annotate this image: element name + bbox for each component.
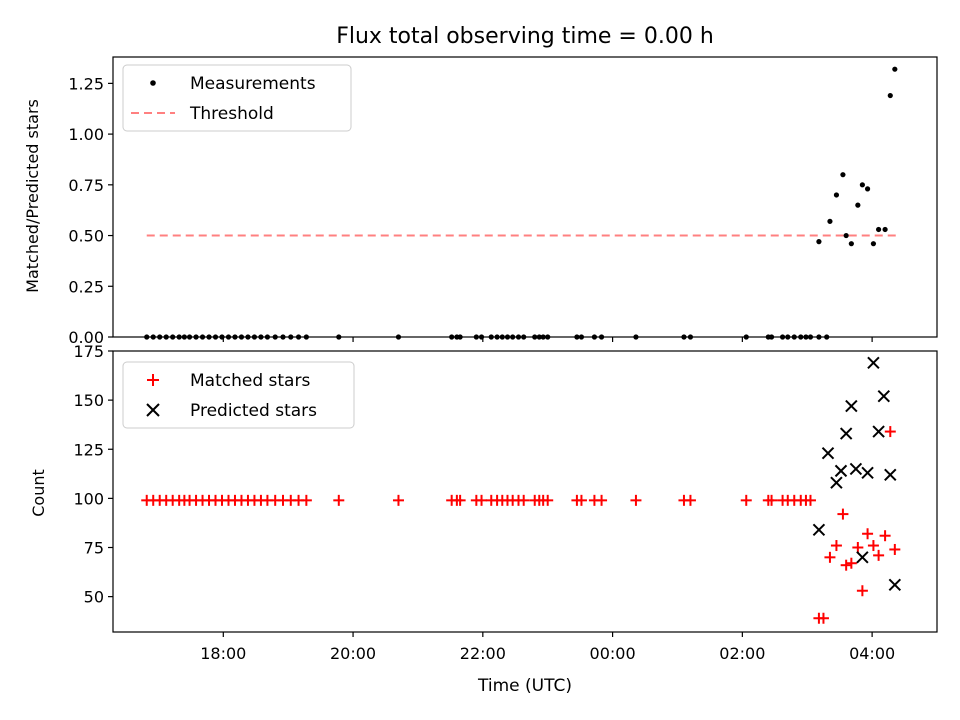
predicted-star-point: [834, 464, 848, 478]
predicted-legend-marker: [146, 403, 160, 417]
x-tick-label: 18:00: [200, 644, 246, 663]
bottom-y-tick-label: 75: [84, 539, 104, 558]
bottom-axes-ticks: 50 75 100 125 150 175 18:00 20:00 22:00 00:00 02:0…: [73, 342, 895, 663]
bottom-y-tick-label: 175: [73, 342, 104, 361]
legend-threshold-label: Threshold: [189, 104, 274, 124]
x-tick-label: 20:00: [330, 644, 376, 663]
x-axis-label: Time (UTC): [477, 676, 572, 696]
measurement-point: [882, 226, 888, 233]
predicted-star-point: [856, 551, 869, 564]
matched-star-point: [845, 557, 857, 569]
top-y-axis: 0.00 0.25 0.50 0.75 1.00 1.25: [68, 74, 873, 347]
matched-star-point: [804, 494, 816, 506]
matched-star-point: [476, 494, 488, 506]
matched-star-point: [542, 494, 554, 506]
matched-star-point: [830, 540, 842, 552]
matched-star-point: [740, 494, 752, 506]
predicted-star-point: [830, 476, 843, 489]
predicted-star-point: [839, 427, 853, 440]
matched-star-point: [862, 528, 874, 540]
measurement-point: [859, 182, 865, 188]
matched-star-point: [596, 494, 608, 506]
predicted-star-point: [867, 356, 880, 369]
top-y-tick-label: 1.00: [68, 125, 104, 144]
measurement-point: [887, 92, 893, 99]
chart-title: Flux total observing time = 0.00 h: [336, 24, 714, 49]
measurement-point: [870, 241, 877, 247]
matched-star-point: [333, 494, 345, 506]
predicted-star-point: [812, 523, 826, 537]
matched-star-point: [884, 426, 896, 438]
matched-star-point: [817, 612, 829, 624]
top-axes-frame: [112, 56, 938, 338]
predicted-star-point: [872, 425, 885, 438]
matched-star-point: [300, 494, 312, 506]
top-y-tick-label: 1.25: [68, 74, 104, 93]
measurement-point: [833, 192, 840, 198]
matched-star-point: [889, 543, 901, 555]
x-tick-label: 02:00: [719, 644, 765, 663]
measurements-legend-marker: [150, 80, 156, 86]
matched-star-point: [518, 494, 530, 506]
top-y-tick-label: 0.25: [68, 277, 104, 296]
bottom-y-tick-label: 150: [73, 391, 104, 410]
matched-star-point: [867, 540, 879, 552]
predicted-star-point: [849, 462, 863, 476]
matched-star-point: [392, 494, 404, 506]
matched-star-point: [454, 494, 466, 506]
x-tick-label: 00:00: [590, 644, 636, 663]
x-tick-label: 22:00: [460, 644, 506, 663]
measurement-point: [892, 66, 898, 72]
matched-star-point: [630, 494, 642, 506]
bottom-y-tick-label: 100: [73, 489, 104, 508]
top-legend-box: [122, 64, 352, 132]
matched-star-point: [852, 542, 864, 554]
measurement-point: [840, 172, 846, 178]
matched-star-point: [837, 508, 849, 520]
top-y-axis-label: Matched/Predicted stars: [23, 99, 42, 293]
matched-star-point: [824, 551, 836, 563]
predicted-star-point: [888, 578, 902, 592]
predicted-star-point: [821, 446, 835, 460]
bottom-y-tick-label: 50: [84, 588, 104, 607]
predicted-star-point: [845, 399, 858, 413]
measurement-point: [848, 241, 854, 247]
measurement-point: [816, 239, 822, 245]
bottom-y-tick-label: 125: [73, 440, 104, 459]
predicted-star-point: [884, 468, 897, 482]
top-y-tick-label: 0.50: [68, 227, 104, 246]
measurement-point: [855, 202, 861, 208]
measurement-point: [876, 226, 882, 233]
legend-matched-label: Matched stars: [190, 371, 310, 391]
bottom-axes-frame: [112, 350, 938, 633]
top-y-tick-label: 0.75: [68, 176, 104, 195]
top-legend: Measurements Threshold: [122, 64, 352, 132]
matched-star-point: [684, 494, 696, 506]
matched-star-point: [840, 559, 852, 571]
bottom-legend-box: [122, 361, 355, 429]
measurement-point: [864, 186, 871, 192]
matched-star-point: [766, 494, 778, 506]
top-y-tick-label: 0.00: [68, 328, 104, 347]
legend-measurements-label: Measurements: [190, 74, 316, 94]
matched-star-point: [575, 494, 587, 506]
bottom-plot-area: [141, 356, 902, 624]
matched-legend-marker: [147, 374, 159, 386]
predicted-star-point: [877, 389, 891, 403]
matched-star-point: [873, 549, 885, 561]
matched-star-point: [856, 585, 868, 597]
bottom-legend: Matched stars Predicted stars: [122, 361, 355, 429]
bottom-y-axis-label: Count: [29, 469, 48, 517]
matched-star-point: [879, 530, 891, 542]
predicted-star-point: [861, 466, 874, 480]
measurement-point: [843, 232, 849, 239]
x-tick-label: 04:00: [849, 644, 895, 663]
measurement-point: [827, 218, 833, 224]
legend-predicted-label: Predicted stars: [190, 401, 317, 421]
